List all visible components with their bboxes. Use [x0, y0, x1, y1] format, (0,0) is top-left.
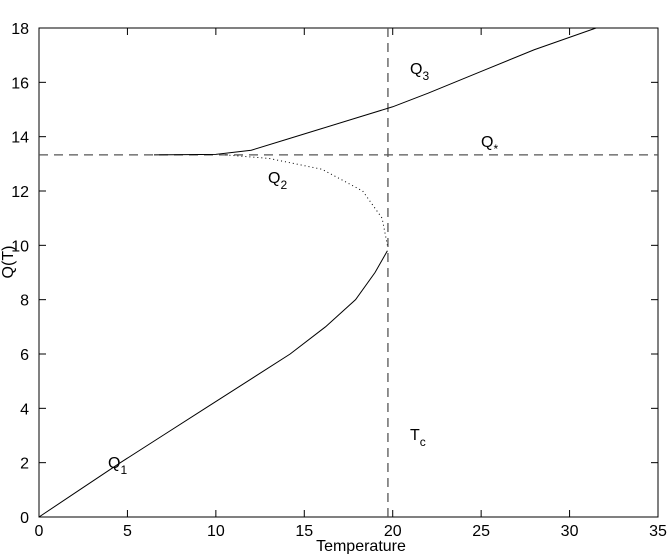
- annotation: Q1: [108, 455, 127, 477]
- annotation: Q3: [410, 61, 429, 83]
- x-axis-label: Temperature: [316, 538, 406, 554]
- annotation-text: Q: [268, 170, 280, 187]
- annotation-subscript: 2: [280, 178, 287, 192]
- y-tick-label: 4: [20, 401, 29, 418]
- annotation-text: Q: [410, 61, 422, 78]
- x-tick-label: 20: [384, 523, 402, 540]
- annotation-text: T: [410, 427, 420, 444]
- y-axis-label: Q(T): [0, 246, 17, 279]
- annotation-subscript: 1: [120, 463, 127, 477]
- y-tick-label: 6: [20, 347, 29, 364]
- y-tick-label: 8: [20, 293, 29, 310]
- annotation-text: Q: [108, 455, 120, 472]
- annotation-subscript: 3: [422, 69, 429, 83]
- curve: [153, 27, 597, 156]
- x-tick-label: 0: [35, 523, 44, 540]
- x-tick-label: 10: [207, 523, 225, 540]
- x-tick-label: 15: [295, 523, 313, 540]
- annotation: Tc: [410, 427, 426, 449]
- y-tick-label: 14: [11, 130, 29, 147]
- annotation-subscript: *: [493, 142, 498, 156]
- x-tick-label: 5: [123, 523, 132, 540]
- y-tick-label: 16: [11, 75, 29, 92]
- x-tick-label: 35: [649, 523, 667, 540]
- y-tick-label: 12: [11, 184, 29, 201]
- x-tick-label: 25: [472, 523, 490, 540]
- y-tick-label: 2: [20, 456, 29, 473]
- y-tick-label: 0: [20, 510, 29, 527]
- annotation-text: Q: [481, 134, 493, 151]
- curve: [224, 154, 388, 246]
- annotation: Q*: [481, 134, 498, 156]
- annotation: Q2: [268, 170, 287, 192]
- y-tick-label: 18: [11, 21, 29, 38]
- x-tick-label: 30: [561, 523, 579, 540]
- curve: [38, 250, 388, 518]
- annotation-subscript: c: [420, 435, 426, 449]
- y-tick-label: 10: [11, 238, 29, 255]
- plot-frame: [38, 27, 659, 518]
